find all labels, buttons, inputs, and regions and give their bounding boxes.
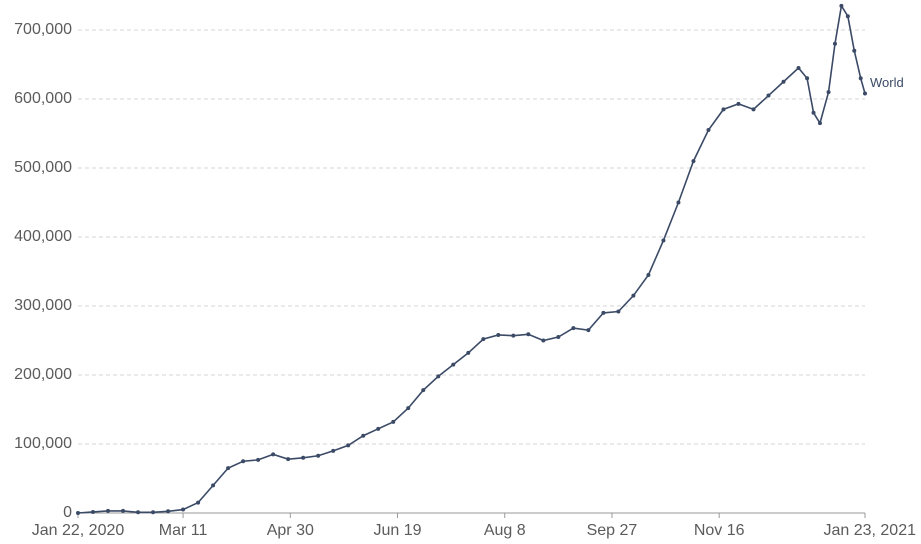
- data-point: [766, 93, 771, 98]
- y-tick-label: 100,000: [14, 435, 72, 452]
- data-point: [721, 107, 726, 112]
- data-point: [616, 309, 621, 314]
- data-point: [839, 3, 844, 8]
- data-point: [151, 510, 156, 515]
- data-point: [676, 200, 681, 205]
- data-point: [706, 128, 711, 133]
- data-point: [166, 509, 171, 514]
- data-point: [91, 509, 96, 514]
- data-point: [601, 310, 606, 315]
- y-tick-label: 600,000: [14, 90, 72, 107]
- data-point: [106, 508, 111, 513]
- x-tick-label: Mar 11: [159, 522, 208, 539]
- data-point: [556, 335, 561, 340]
- data-point: [511, 333, 516, 338]
- data-point: [661, 238, 666, 243]
- data-point: [211, 483, 216, 488]
- data-point: [796, 65, 801, 70]
- data-point: [852, 48, 857, 53]
- data-point: [436, 374, 441, 379]
- data-point: [586, 328, 591, 333]
- data-point: [863, 91, 867, 96]
- data-point: [271, 452, 276, 457]
- data-point: [331, 448, 336, 453]
- series-line: [77, 3, 866, 514]
- x-tick-label: Jan 23, 2021: [823, 522, 916, 539]
- data-point: [76, 511, 80, 515]
- data-point: [526, 332, 531, 337]
- data-point: [466, 350, 471, 355]
- data-point: [361, 433, 366, 438]
- data-point: [751, 107, 756, 112]
- series-label: World: [870, 75, 904, 90]
- data-point: [316, 453, 321, 458]
- data-point: [781, 79, 786, 84]
- data-point: [826, 90, 831, 95]
- data-point: [736, 101, 741, 106]
- x-tick-label: Jun 19: [373, 522, 421, 539]
- data-point: [256, 457, 261, 462]
- x-tick-label: Sep 27: [587, 522, 638, 539]
- data-point: [421, 388, 426, 393]
- x-tick-label: Aug 8: [484, 522, 526, 539]
- x-tick-label: Jan 22, 2020: [32, 522, 125, 539]
- data-point: [346, 443, 351, 448]
- data-point: [631, 293, 636, 298]
- data-point: [301, 455, 306, 460]
- data-point: [181, 507, 186, 512]
- data-point: [832, 41, 837, 46]
- data-point: [817, 121, 822, 126]
- x-tick-label: Apr 30: [267, 522, 314, 539]
- data-point: [811, 110, 816, 115]
- data-point: [691, 159, 696, 164]
- y-tick-label: 400,000: [14, 228, 72, 245]
- data-point: [541, 338, 546, 343]
- y-tick-label: 700,000: [14, 21, 72, 38]
- data-point: [858, 76, 863, 81]
- y-tick-label: 500,000: [14, 159, 72, 176]
- data-point: [571, 326, 576, 331]
- data-point: [376, 426, 381, 431]
- data-point: [845, 14, 850, 19]
- data-point: [391, 419, 396, 424]
- data-point: [496, 332, 501, 337]
- data-point: [196, 500, 201, 505]
- data-point: [121, 508, 126, 513]
- data-point: [406, 406, 411, 411]
- y-tick-label: 300,000: [14, 297, 72, 314]
- data-point: [241, 459, 246, 464]
- y-tick-label: 200,000: [14, 366, 72, 383]
- y-tick-label: 0: [63, 504, 72, 521]
- data-point: [481, 337, 486, 342]
- data-point: [286, 457, 291, 462]
- data-point: [226, 466, 231, 471]
- x-tick-label: Nov 16: [694, 522, 745, 539]
- data-point: [136, 510, 141, 515]
- data-point: [805, 76, 810, 81]
- data-point: [646, 272, 651, 277]
- data-point: [451, 362, 456, 367]
